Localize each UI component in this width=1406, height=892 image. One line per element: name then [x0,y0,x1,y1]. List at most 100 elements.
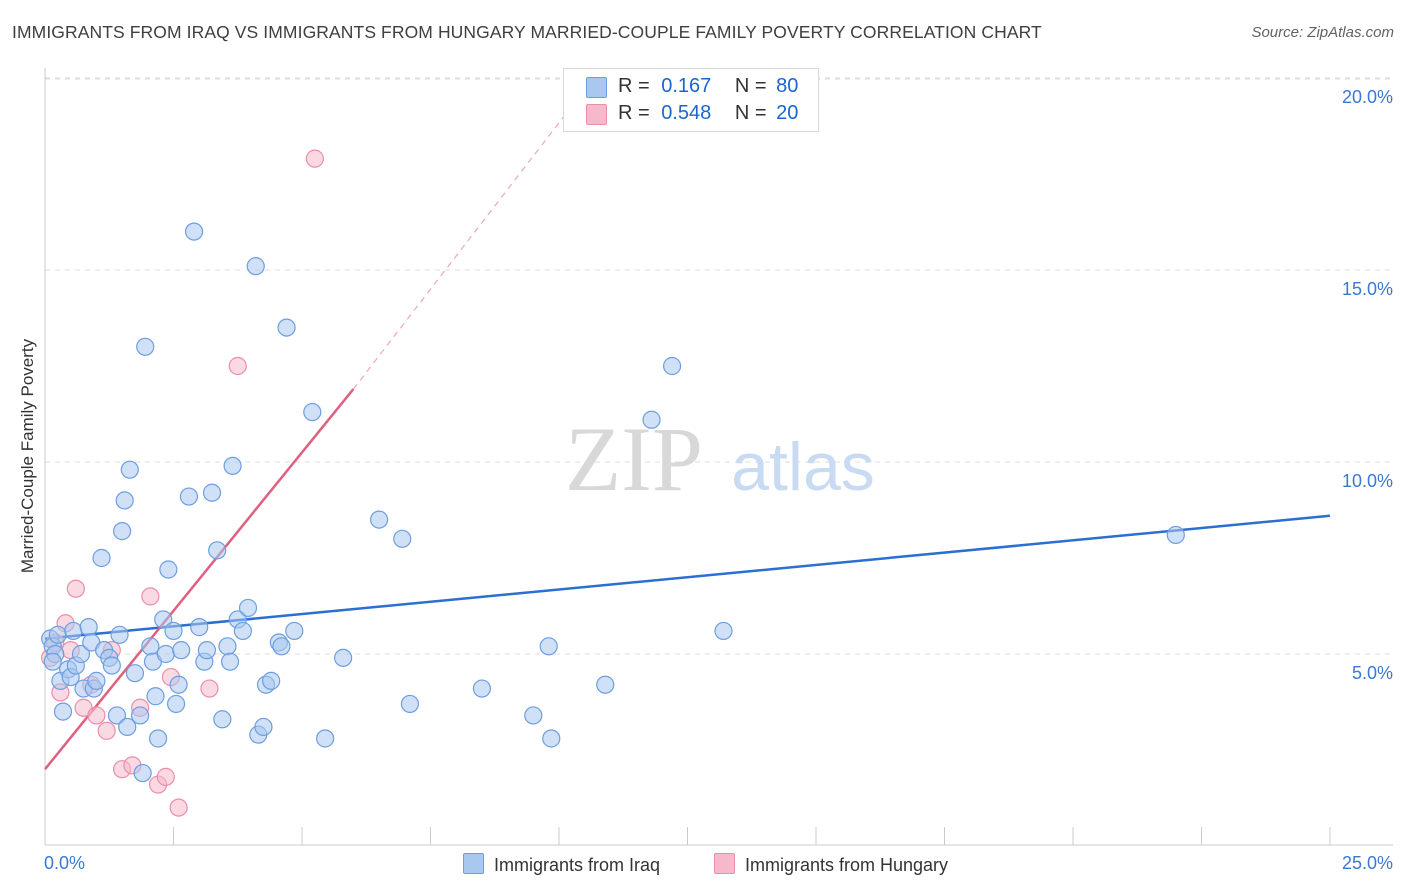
iraq-point [223,456,242,475]
iraq-point [159,560,178,579]
iraq-point [166,694,186,714]
hungary-trend-extension [352,89,586,390]
hungary-trend-line [44,388,355,770]
iraq-point [115,491,134,510]
grid-lines [45,77,1393,655]
iraq-point [169,675,188,694]
hungary-point [97,721,116,740]
iraq-point [1166,525,1185,545]
iraq-point [400,694,420,714]
iraq-point [262,671,281,690]
iraq-point [112,522,132,541]
iraq-point [285,621,304,641]
hungary-point [169,798,188,817]
iraq-point [172,641,191,660]
legend-r-label-iraq: R = [618,75,650,97]
legend-n-value-hungary: 20 [776,102,799,124]
iraq-point [184,222,204,241]
iraq-point [190,618,209,637]
iraq-point [133,763,152,783]
iraq-point [539,637,558,656]
iraq-point [141,637,160,656]
iraq-point [125,664,145,683]
watermark-atlas: atlas [731,429,875,505]
legend-r-value-iraq: 0.167 [661,75,712,97]
source-label: Source: ZipAtlas.com [1251,24,1394,41]
iraq-trend-line [44,514,1331,640]
iraq-point [71,644,91,664]
bottom-legend-swatch-iraq [463,853,484,874]
axes [44,68,1393,846]
hungary-point [305,149,324,168]
iraq-point [277,318,296,337]
legend-n-value-iraq: 80 [776,75,799,97]
iraq-point [130,706,150,725]
legend-r-label-hungary: R = [618,102,650,124]
iraq-point [393,529,412,548]
iraq-point [213,710,232,729]
iraq-point [542,729,561,748]
iraq-point [48,625,67,644]
y-tick-label: 15.0% [1342,279,1393,299]
legend-swatch-iraq [586,77,607,98]
iraq-point [220,652,240,671]
iraq-point [164,621,183,641]
hungary-point [66,579,85,598]
iraq-point [102,656,121,675]
iraq-point [202,483,222,502]
trend-lines [44,89,1331,770]
bottom-legend-label-hungary: Immigrants from Hungary [745,855,949,875]
correlation-legend: R = 0.167 N = 80 R = 0.548 N = 20 [563,68,819,132]
iraq-point [524,706,543,725]
iraq-point [642,410,661,429]
bottom-legend-swatch-hungary [714,853,735,874]
watermark-zip: ZIP [565,408,703,510]
bottom-legend-hungary: Immigrants from Hungary [714,853,948,876]
hungary-point [200,679,219,698]
iraq-point [146,687,165,706]
hungary-point [156,767,175,786]
legend-n-label-hungary: N = [734,102,767,124]
legend-r-value-hungary: 0.548 [661,102,712,124]
hungary-point [141,587,160,606]
iraq-point [107,706,127,725]
hungary-point [228,356,247,376]
y-axis-label: Married-Couple Family Poverty [18,338,37,574]
iraq-point [92,548,111,568]
chart-title: IMMIGRANTS FROM IRAQ VS IMMIGRANTS FROM … [12,22,1042,42]
iraq-point [53,702,73,721]
y-tick-label: 5.0% [1352,663,1393,683]
iraq-point [472,679,491,698]
iraq-point [316,729,335,748]
iraq-point [120,460,139,479]
y-tick-label: 20.0% [1342,87,1393,107]
iraq-point [334,648,353,667]
legend-n-label-iraq: N = [734,75,767,97]
iraq-point [110,625,129,644]
iraq-point [136,337,155,356]
iraq-point [179,487,199,506]
iraq-point [43,652,62,671]
iraq-point [218,637,237,656]
iraq-point [79,618,98,637]
iraq-point [714,621,733,641]
iraq-points [41,222,1185,783]
iraq-point [64,621,83,641]
bottom-legend-iraq: Immigrants from Iraq [463,853,660,876]
iraq-point [238,598,258,618]
tick-labels: 5.0% 10.0% 15.0% 20.0% 0.0% 25.0% [44,87,1393,873]
hungary-points [41,149,324,817]
iraq-point [662,356,682,376]
x-tick-label-min: 0.0% [44,853,85,873]
iraq-point [254,717,273,737]
iraq-point [87,671,106,690]
iraq-point [233,621,252,641]
y-tick-label: 10.0% [1342,471,1393,491]
iraq-point [118,717,137,737]
iraq-point [596,675,615,694]
iraq-point [148,729,168,748]
x-tick-label-max: 25.0% [1342,853,1393,873]
iraq-point [197,641,217,660]
iraq-point [272,637,291,656]
